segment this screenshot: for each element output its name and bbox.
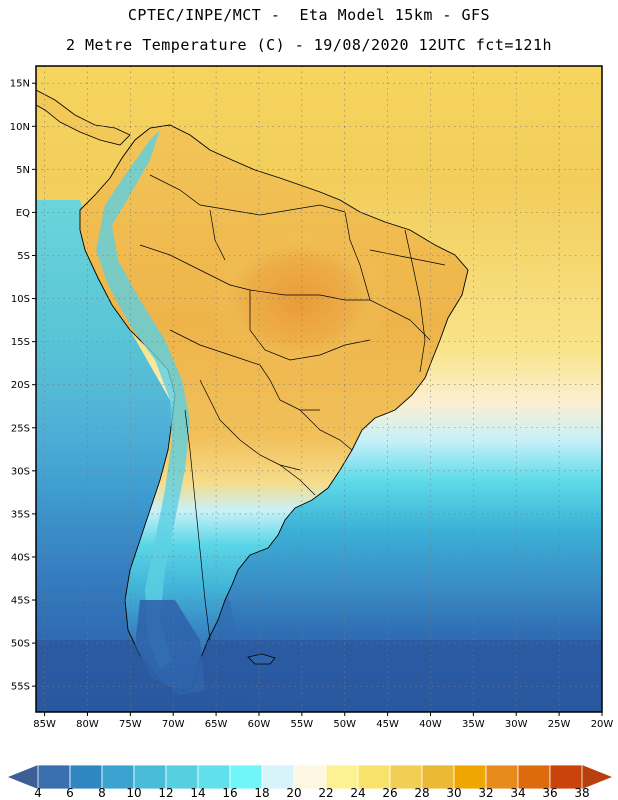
- colorbar-swatch: [517, 764, 551, 790]
- lat-label: 30S: [11, 466, 30, 477]
- colorbar-swatch: [37, 764, 71, 790]
- colorbar-label: 14: [190, 786, 205, 800]
- colorbar-swatch: [357, 764, 391, 790]
- longitude-labels: 85W 80W 75W 70W 65W 60W 55W 50W 45W 40W 35W 30W 25W 2…: [33, 719, 613, 730]
- colorbar-label: 34: [510, 786, 525, 800]
- lon-label: 40W: [419, 719, 442, 730]
- patagonia-cold: [135, 600, 205, 695]
- colorbar-low-arrow: [8, 765, 38, 789]
- lat-label: 35S: [11, 509, 30, 520]
- map-title-line1: CPTEC/INPE/MCT - Eta Model 15km - GFS: [127, 6, 491, 24]
- country-borders: [139, 174, 446, 641]
- colorbar-label: 8: [98, 786, 106, 800]
- colorbar-swatch: [197, 764, 231, 790]
- colorbar-label: 36: [542, 786, 557, 800]
- lon-label: 20W: [591, 719, 614, 730]
- map-title-line2: 2 Metre Temperature (C) - 19/08/2020 12U…: [65, 36, 553, 54]
- lon-label: 35W: [462, 719, 485, 730]
- lon-label: 60W: [248, 719, 271, 730]
- colorbar-swatch: [453, 764, 487, 790]
- lat-label: 20S: [11, 380, 30, 391]
- latitude-labels: 15N 10N 5N EQ 5S 10S 15S 20S 25S 30S 35S 40S 45S 50S 5…: [10, 79, 30, 693]
- lat-label: 15S: [11, 337, 30, 348]
- lon-label: 30W: [505, 719, 528, 730]
- colorbar-label: 16: [222, 786, 237, 800]
- central-america: [36, 89, 131, 146]
- lon-label: 75W: [119, 719, 142, 730]
- lon-label: 55W: [291, 719, 314, 730]
- colorbar-label: 18: [254, 786, 269, 800]
- colorbar-swatch: [101, 764, 135, 790]
- lat-label: 45S: [11, 596, 30, 607]
- lon-label: 65W: [205, 719, 228, 730]
- lon-label: 80W: [76, 719, 99, 730]
- colorbar-label: 4: [34, 786, 42, 800]
- graticule: [32, 66, 603, 716]
- colorbar-swatch: [165, 764, 199, 790]
- colorbar: 4 6 8 10 12 14 16 18 20 22 24 26 28 30 32 34 36 38: [8, 764, 612, 800]
- colorbar-label: 38: [574, 786, 589, 800]
- colorbar-swatch: [133, 764, 167, 790]
- colorbar-label: 22: [318, 786, 333, 800]
- colorbar-label: 10: [126, 786, 141, 800]
- lat-label: EQ: [16, 208, 30, 219]
- colorbar-swatch: [389, 764, 423, 790]
- lon-label: 25W: [548, 719, 571, 730]
- lat-label: 25S: [11, 423, 30, 434]
- colorbar-high-arrow: [582, 765, 612, 789]
- colorbar-swatch: [549, 764, 583, 790]
- colorbar-label: 30: [446, 786, 461, 800]
- lat-label: 50S: [11, 639, 30, 650]
- ocean-southern: [36, 640, 602, 712]
- colorbar-label: 28: [414, 786, 429, 800]
- lon-label: 50W: [333, 719, 356, 730]
- lon-label: 85W: [33, 719, 56, 730]
- colorbar-label: 24: [350, 786, 365, 800]
- map-area: [36, 66, 602, 712]
- falkland-islands: [247, 653, 276, 665]
- lat-label: 15N: [10, 79, 30, 90]
- colorbar-label: 6: [66, 786, 74, 800]
- lat-label: 10N: [10, 122, 30, 133]
- colorbar-swatch: [69, 764, 103, 790]
- map-frame: [35, 65, 603, 713]
- andes-cold-band: [96, 130, 190, 670]
- lat-label: 5N: [16, 165, 30, 176]
- lon-label: 70W: [162, 719, 185, 730]
- colorbar-swatch: [229, 764, 263, 790]
- lat-label: 10S: [11, 294, 30, 305]
- colorbar-label: 32: [478, 786, 493, 800]
- lat-label: 40S: [11, 552, 30, 563]
- colorbar-label: 26: [382, 786, 397, 800]
- colorbar-swatch: [325, 764, 359, 790]
- lat-label: 55S: [11, 682, 30, 693]
- colorbar-label: 12: [158, 786, 173, 800]
- colorbar-swatch: [485, 764, 519, 790]
- lon-label: 45W: [376, 719, 399, 730]
- lat-label: 5S: [17, 251, 30, 262]
- colorbar-swatch: [261, 764, 295, 790]
- colorbar-label: 20: [286, 786, 301, 800]
